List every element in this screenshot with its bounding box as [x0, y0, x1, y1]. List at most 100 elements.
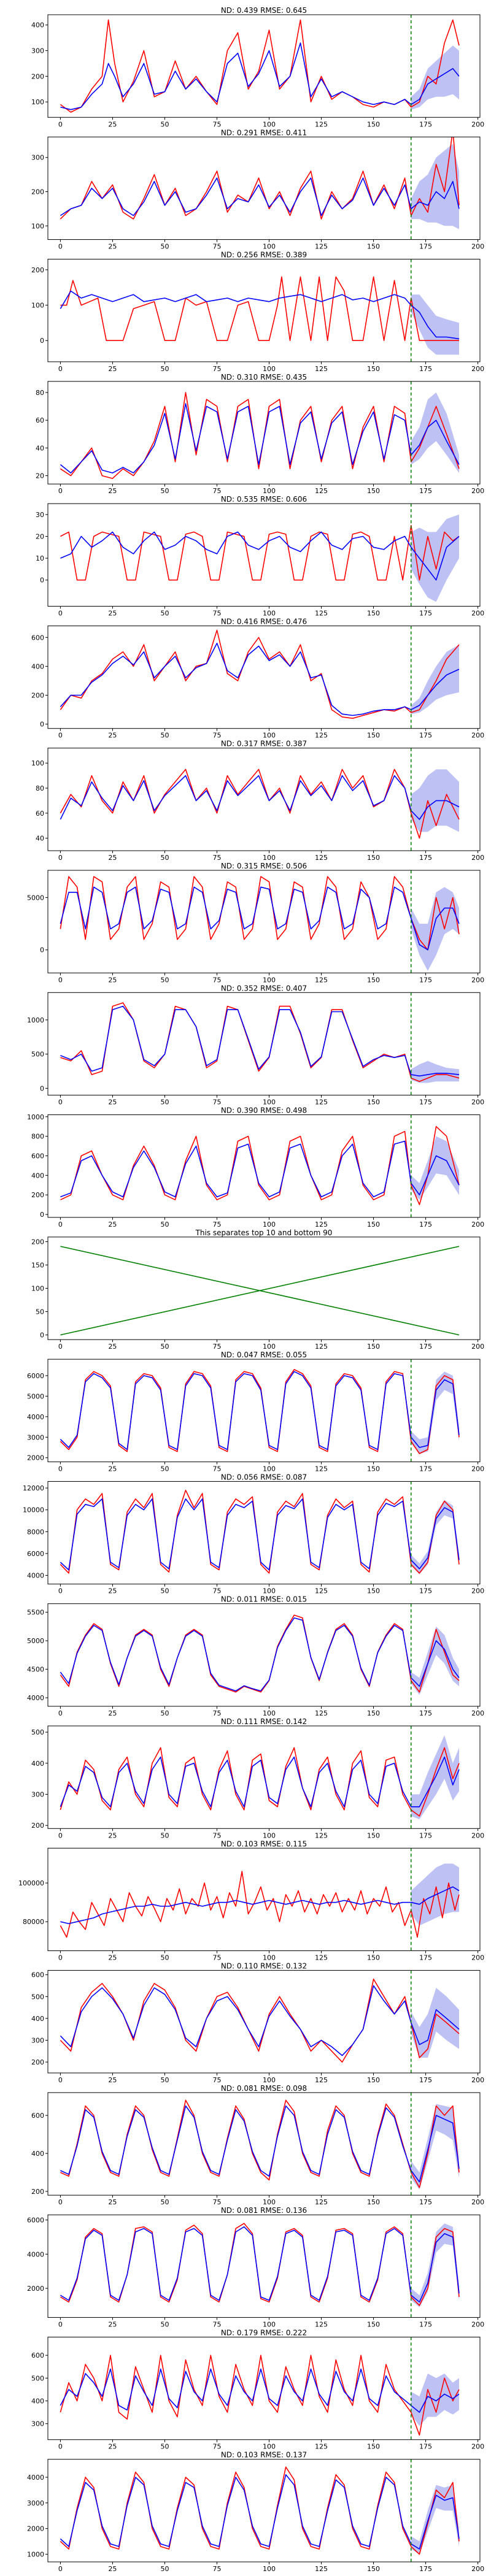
x-tick-label: 50: [160, 1587, 169, 1595]
x-tick-label: 175: [419, 2076, 432, 2084]
y-tick-label: 200: [31, 266, 44, 274]
confidence-band: [411, 1500, 459, 1574]
x-tick-label: 200: [471, 1343, 484, 1351]
series-line-2: [60, 1005, 460, 1077]
y-tick-label: 2000: [27, 2525, 44, 2533]
x-tick-label: 100: [263, 1709, 276, 1717]
y-tick-label: 400: [31, 1171, 44, 1179]
x-tick-label: 0: [58, 2565, 63, 2573]
y-tick-label: 50: [36, 1308, 44, 1316]
x-tick-label: 125: [315, 2076, 328, 2084]
x-tick-label: 125: [315, 1098, 328, 1106]
x-tick-label: 0: [58, 854, 63, 862]
x-tick-label: 200: [471, 1954, 484, 1962]
y-tick-label: 2000: [27, 2285, 44, 2293]
y-tick-label: 4000: [27, 1413, 44, 1421]
x-tick-label: 200: [471, 487, 484, 495]
y-tick-label: 6000: [27, 1550, 44, 1558]
x-tick-label: 175: [419, 609, 432, 617]
x-tick-label: 25: [108, 2076, 117, 2084]
x-tick-label: 50: [160, 120, 169, 128]
subplot-title: ND: 0.256 RMSE: 0.389: [221, 251, 307, 259]
x-tick-label: 125: [315, 1465, 328, 1473]
series-line-2: [60, 531, 460, 581]
axes-frame: [47, 870, 481, 973]
x-tick-label: 200: [471, 1098, 484, 1106]
x-tick-label: 50: [160, 243, 169, 251]
series-line-1: [60, 1002, 460, 1083]
x-tick-label: 150: [367, 2320, 380, 2328]
axes-frame: [47, 1725, 481, 1829]
confidence-band: [411, 645, 459, 715]
subplot-18: ND: 0.081 RMSE: 0.098 200 400 600 0 25 50 75 100…: [31, 2084, 484, 2206]
y-tick-label: 60: [36, 810, 44, 818]
axes-frame: [47, 748, 481, 851]
x-tick-label: 175: [419, 487, 432, 495]
x-tick-label: 100: [263, 1221, 276, 1229]
y-tick-label: 400: [31, 2015, 44, 2023]
subplot-title: ND: 0.047 RMSE: 0.055: [221, 1351, 307, 1359]
y-tick-label: 500: [31, 1728, 44, 1736]
y-tick-label: 500: [31, 1051, 44, 1059]
y-tick-label: 300: [31, 2420, 44, 2428]
series-line-2: [60, 290, 460, 340]
x-tick-label: 175: [419, 1709, 432, 1717]
confidence-band: [411, 1988, 459, 2058]
x-tick-label: 75: [212, 732, 221, 740]
plot-area: [60, 748, 460, 851]
x-tick-label: 125: [315, 2198, 328, 2206]
series-line-2: [60, 2474, 460, 2550]
x-tick-label: 150: [367, 2076, 380, 2084]
y-tick-label: 20: [36, 533, 44, 541]
x-tick-label: 25: [108, 1343, 117, 1351]
axes-frame: [47, 1481, 481, 1585]
x-tick-label: 50: [160, 609, 169, 617]
series-line-1: [60, 1871, 460, 1938]
series-line-2: [60, 1985, 460, 2057]
x-tick-label: 75: [212, 1221, 221, 1229]
plot-area: [60, 1481, 460, 1584]
x-tick-label: 0: [58, 1954, 63, 1962]
x-tick-label: 75: [212, 120, 221, 128]
y-tick-label: 600: [31, 1152, 44, 1160]
x-tick-label: 100: [263, 1343, 276, 1351]
x-tick-label: 75: [212, 2076, 221, 2084]
subplot-7: ND: 0.317 RMSE: 0.387 40 60 80 100 0 25 50 75 100…: [31, 740, 484, 862]
x-tick-label: 25: [108, 2565, 117, 2573]
x-tick-label: 175: [419, 243, 432, 251]
y-tick-label: 6000: [27, 2217, 44, 2225]
x-tick-label: 75: [212, 1831, 221, 1839]
y-tick-label: 100: [31, 222, 44, 230]
subplot-title: This separates top 10 and bottom 90: [195, 1229, 333, 1237]
x-tick-label: 0: [58, 365, 63, 373]
subplot-title: ND: 0.056 RMSE: 0.087: [221, 1473, 307, 1481]
y-tick-label: 200: [31, 1191, 44, 1199]
x-tick-label: 175: [419, 1221, 432, 1229]
series-line-1: [60, 137, 460, 220]
y-tick-label: 100000: [18, 1879, 44, 1887]
x-tick-label: 25: [108, 1465, 117, 1473]
y-tick-label: 0: [40, 337, 44, 345]
confidence-band: [411, 1060, 459, 1083]
x-tick-label: 200: [471, 2443, 484, 2451]
subplot-14: ND: 0.011 RMSE: 0.015 4000 4500 5000 5500 0 25…: [27, 1595, 484, 1717]
x-tick-label: 25: [108, 487, 117, 495]
plot-area: [60, 992, 460, 1095]
y-tick-label: 12000: [23, 1484, 44, 1492]
y-tick-label: 200: [31, 692, 44, 700]
plot-area: [60, 2459, 460, 2562]
series-line-1: [60, 392, 460, 479]
y-tick-label: 200: [31, 1238, 44, 1246]
x-tick-label: 25: [108, 1221, 117, 1229]
x-tick-label: 75: [212, 609, 221, 617]
axes-frame: [47, 625, 481, 729]
y-tick-label: 600: [31, 634, 44, 642]
y-tick-label: 200: [31, 1822, 44, 1830]
x-tick-label: 25: [108, 2198, 117, 2206]
x-tick-label: 150: [367, 1343, 380, 1351]
x-tick-label: 200: [471, 1831, 484, 1839]
x-tick-label: 150: [367, 1709, 380, 1717]
series-line-1: [60, 1125, 460, 1205]
y-tick-label: 200: [31, 2058, 44, 2066]
